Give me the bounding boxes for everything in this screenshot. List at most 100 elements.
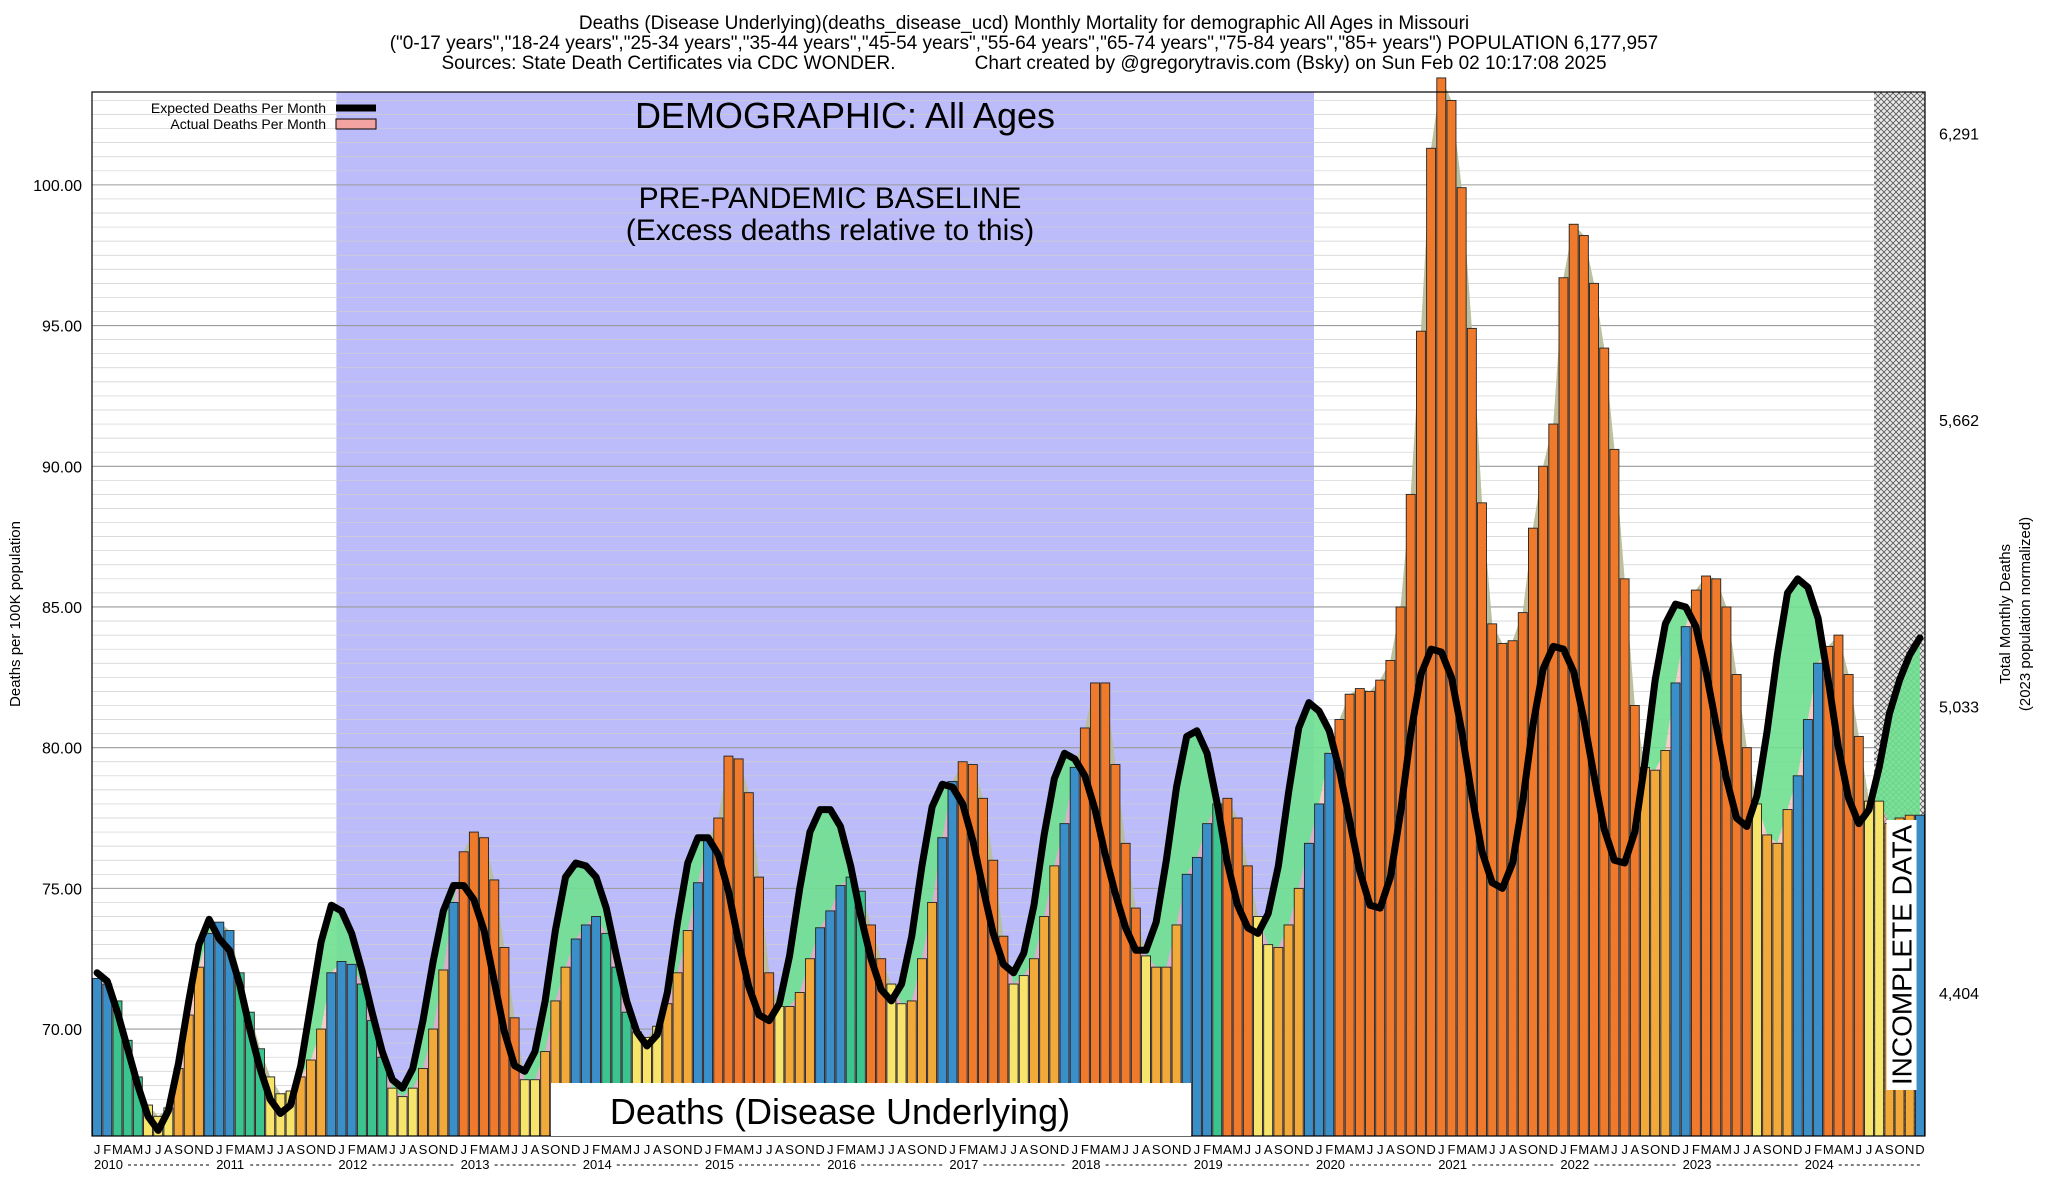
x-tick-month: M — [132, 1142, 143, 1157]
x-tick-month: A — [246, 1142, 255, 1157]
bar-month — [1599, 347, 1610, 1137]
x-tick-month: N — [316, 1142, 325, 1157]
bar-month — [1762, 834, 1773, 1137]
x-tick-month: J — [644, 1142, 651, 1157]
legend-label-expected: Expected Deaths Per Month — [151, 100, 326, 116]
x-tick-month: J — [277, 1142, 284, 1157]
x-tick-month: F — [1447, 1142, 1455, 1157]
bar-month — [316, 1028, 327, 1137]
bar-month — [530, 1079, 540, 1137]
bar-month — [1864, 800, 1874, 1137]
x-tick-month: F — [103, 1142, 111, 1157]
x-tick-month: M — [1578, 1142, 1589, 1157]
x-tick-month: F — [714, 1142, 722, 1157]
bar-month — [1711, 578, 1722, 1137]
x-tick-month: J — [1866, 1142, 1873, 1157]
x-tick-month: A — [1264, 1142, 1273, 1157]
x-tick-month: A — [1386, 1142, 1395, 1157]
x-tick-month: S — [785, 1142, 794, 1157]
x-tick-month: M — [723, 1142, 734, 1157]
bar-month — [1283, 924, 1294, 1137]
x-tick-month: N — [194, 1142, 203, 1157]
x-tick-month: O — [795, 1142, 805, 1157]
chart-subtitle-demographics: ("0-17 years","18-24 years","25-34 years… — [389, 33, 1659, 54]
x-tick-month: S — [1641, 1142, 1650, 1157]
x-tick-month: N — [561, 1142, 570, 1157]
x-tick-month: J — [1000, 1142, 1007, 1157]
x-tick-month: J — [705, 1142, 712, 1157]
x-tick-month: J — [878, 1142, 885, 1157]
bar-month — [1527, 527, 1538, 1137]
x-tick-month: D — [1793, 1142, 1802, 1157]
bar-month — [1436, 77, 1447, 1137]
x-tick-month: J — [1744, 1142, 1751, 1157]
x-tick-month: S — [1396, 1142, 1405, 1157]
x-tick-month: O — [1161, 1142, 1171, 1157]
bar-month — [1558, 277, 1569, 1137]
bar-month — [1314, 803, 1325, 1137]
x-tick-month: J — [1856, 1142, 1863, 1157]
x-tick-month: J — [1122, 1142, 1129, 1157]
x-tick-month: F — [592, 1142, 600, 1157]
x-tick-month: J — [1071, 1142, 1078, 1157]
x-tick-month: S — [1152, 1142, 1161, 1157]
x-tick-month: M — [356, 1142, 367, 1157]
x-tick-month: J — [888, 1142, 895, 1157]
x-tick-month: J — [1255, 1142, 1262, 1157]
x-tick-year: 2011 — [216, 1157, 244, 1172]
x-tick-year: 2010 — [94, 1157, 123, 1172]
y-tick-left: 100.00 — [33, 178, 82, 195]
bar-month — [1069, 766, 1080, 1137]
bar-month — [92, 977, 103, 1137]
x-tick-month: J — [1377, 1142, 1384, 1157]
bar-month — [1344, 693, 1355, 1137]
bar-month — [326, 972, 337, 1137]
x-tick-month: S — [541, 1142, 550, 1157]
bar-month — [540, 1051, 551, 1137]
x-tick-month: A — [1630, 1142, 1639, 1157]
bar-month — [1303, 842, 1314, 1137]
x-tick-month: M — [988, 1142, 999, 1157]
x-tick-month: D — [1915, 1142, 1924, 1157]
bar-month — [1813, 662, 1824, 1137]
x-tick-month: M — [1354, 1142, 1365, 1157]
y-tick-left: 90.00 — [42, 459, 82, 476]
bar-month — [1100, 682, 1111, 1137]
x-tick-month: S — [1518, 1142, 1527, 1157]
bar-month — [1191, 856, 1202, 1137]
x-tick-year: 2015 — [705, 1157, 734, 1172]
bar-month — [1650, 769, 1661, 1137]
y-tick-left: 80.00 — [42, 741, 82, 758]
x-tick-month: J — [216, 1142, 223, 1157]
x-tick-month: J — [756, 1142, 763, 1157]
x-tick-month: F — [836, 1142, 844, 1157]
bar-month — [1507, 640, 1518, 1137]
bar-month — [214, 921, 225, 1137]
x-tick-month: A — [734, 1142, 743, 1157]
x-tick-month: J — [338, 1142, 345, 1157]
y-tick-left: 95.00 — [42, 319, 82, 336]
x-tick-month: M — [499, 1142, 510, 1157]
x-tick-month: N — [805, 1142, 814, 1157]
x-tick-month: J — [1489, 1142, 1496, 1157]
x-tick-month: J — [460, 1142, 467, 1157]
x-tick-month: S — [174, 1142, 183, 1157]
bar-month — [448, 901, 459, 1137]
bar-month — [1263, 944, 1274, 1137]
y-tick-right: 6,291 — [1939, 126, 1979, 143]
bar-month — [1385, 659, 1396, 1137]
bar-month — [1802, 719, 1813, 1137]
x-tick-month: J — [949, 1142, 956, 1157]
x-tick-month: F — [1814, 1142, 1822, 1157]
bar-month — [204, 932, 215, 1137]
x-tick-month: N — [1172, 1142, 1181, 1157]
x-tick-month: F — [470, 1142, 478, 1157]
x-tick-month: A — [1142, 1142, 1151, 1157]
x-tick-month: N — [1538, 1142, 1547, 1157]
x-tick-month: A — [408, 1142, 417, 1157]
x-tick-month: A — [653, 1142, 662, 1157]
x-tick-month: M — [234, 1142, 245, 1157]
bar-month — [1395, 606, 1406, 1137]
x-tick-year: 2021 — [1438, 1157, 1467, 1172]
x-tick-month: N — [439, 1142, 448, 1157]
